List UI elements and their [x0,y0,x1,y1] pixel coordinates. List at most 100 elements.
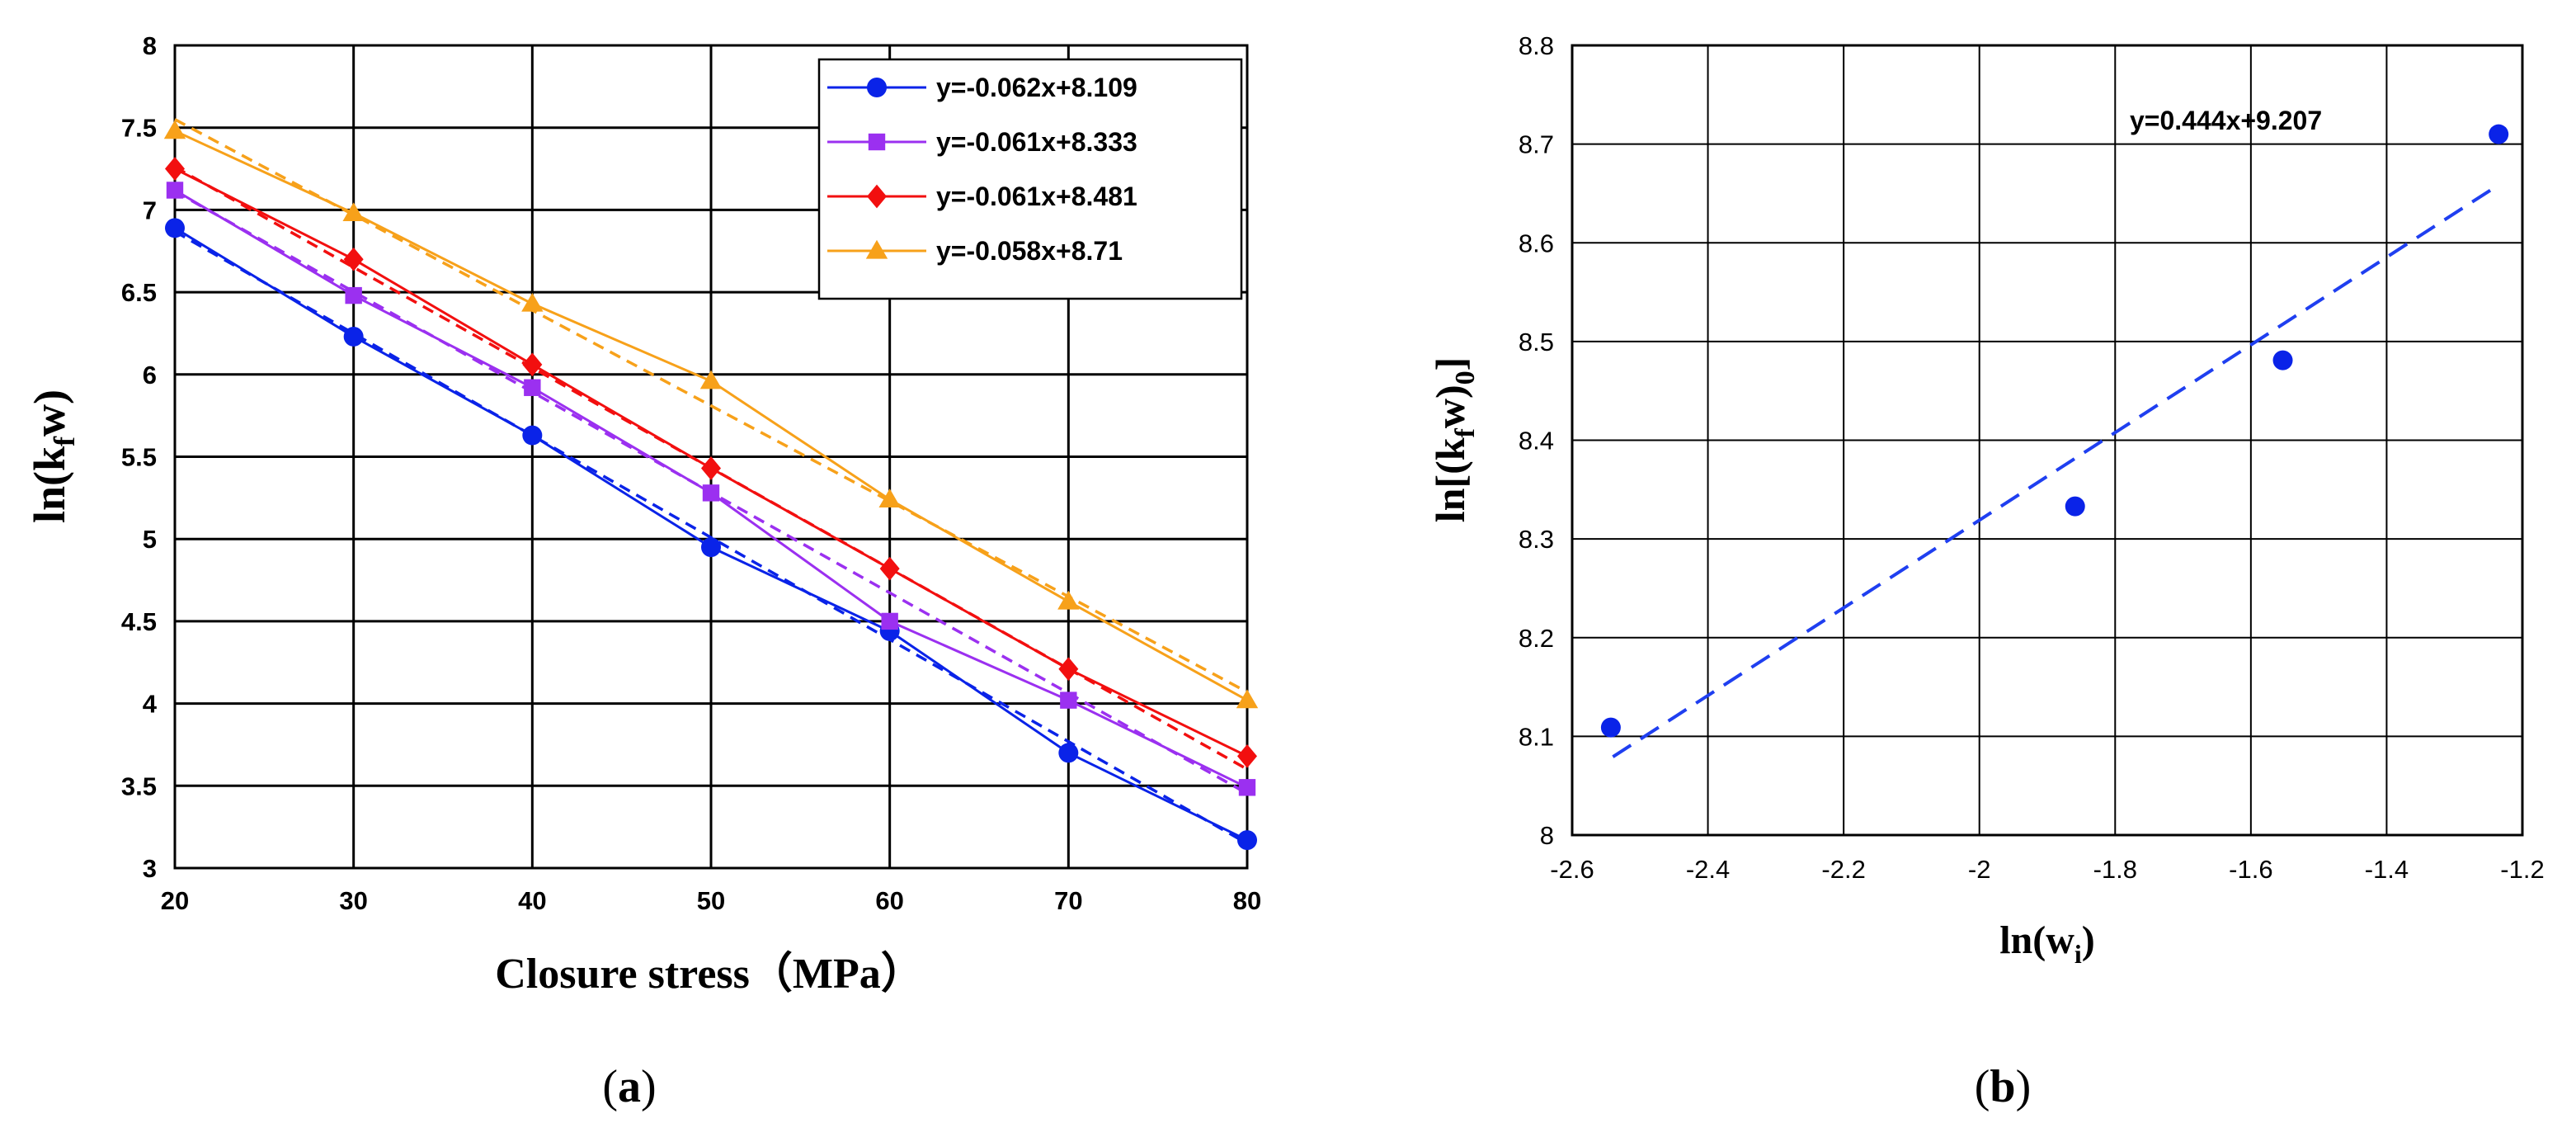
chart-b-y-axis-title-suffix: ] [1427,357,1473,371]
chart-a-point [343,247,364,271]
chart-a-point [165,157,185,181]
chart-b-y-tick-label: 8.8 [1519,31,1554,60]
chart-a-y-axis-title-sub: f [48,436,81,446]
chart-b-x-axis-title-suffix: ) [2082,918,2095,962]
chart-a-series [163,120,1259,851]
chart-a-legend-marker [865,239,888,259]
chart-a-point [524,379,541,396]
chart-a-legend: y=-0.062x+8.109 y=-0.061x+8.333 y=-0.061x+… [817,58,1243,300]
chart-a-x-tick-label: 60 [875,886,903,915]
chart-b-y-tick-label: 8 [1540,821,1554,850]
chart-a-point [1060,691,1077,709]
chart-b-x-axis-title-prefix: ln(w [1999,918,2074,962]
chart-b-y-axis-title-sub2: 0 [1450,370,1481,385]
chart-a-point [881,612,898,630]
chart-b-point [2489,124,2509,144]
chart-b-y-tick-label: 8.2 [1519,624,1554,653]
chart-b: -2.6 -2.4 -2.2 -2 -1.8 -1.6 -1.4 -1.2 8 8.1 8.2 8.… [1427,31,2545,1112]
chart-a-y-tick-label: 6 [143,361,157,389]
chart-a-legend-marker [867,78,887,97]
chart-a-x-tick-label: 30 [339,886,367,915]
chart-a-y-tick-label: 6.5 [121,278,157,307]
chart-b-fit-line [1612,186,2497,758]
chart-a-point [1236,689,1259,709]
chart-a-legend-label: y=-0.061x+8.481 [936,182,1137,211]
chart-b-x-tick-label: -1.6 [2229,855,2272,884]
chart-b-y-axis-title-middle: w) [1427,385,1473,428]
chart-b-plot-frame [1571,44,2524,837]
chart-b-x-tick-label: -1.4 [2365,855,2409,884]
chart-a-y-tick-label: 5.5 [121,443,157,472]
chart-a-y-tick-label: 3.5 [121,772,157,800]
chart-a-point [165,218,185,238]
chart-b-fit-annotation: y=0.444x+9.207 [2130,106,2322,135]
chart-b-x-tick-label: -1.8 [2093,855,2137,884]
chart-a-x-ticks: 20 30 40 50 60 70 80 [161,886,1261,915]
chart-a-y-tick-label: 3 [143,854,157,883]
chart-b-points [1600,124,2509,738]
chart-a-point [699,370,723,389]
chart-a-point [701,537,721,558]
panel-label-b-letter: b [1990,1061,2015,1112]
chart-a-legend-label: y=-0.061x+8.333 [936,127,1137,157]
chart-a-x-axis-title-unit: （MPa） [750,950,924,998]
chart-a-x-tick-label: 70 [1054,886,1082,915]
chart-a-point [1058,657,1079,682]
chart-a: 20 30 40 50 60 70 80 3 3.5 4 4.5 5 5.5 6 6.5 7 7.5 8 y=-… [25,31,1261,1112]
chart-a-point [522,352,543,377]
chart-b-x-axis-title: ln(wi) [1999,918,2095,969]
chart-a-y-axis-title: ln(kfw) [25,389,81,523]
chart-a-y-axis-title-suffix: w) [25,389,74,437]
chart-b-x-ticks: -2.6 -2.4 -2.2 -2 -1.8 -1.6 -1.4 -1.2 [1550,855,2544,884]
chart-a-point [1057,590,1080,610]
chart-b-y-tick-label: 8.3 [1519,525,1554,554]
chart-b-y-tick-label: 8.4 [1519,427,1554,455]
chart-a-y-tick-label: 8 [143,31,157,60]
chart-a-y-tick-label: 5 [143,525,157,554]
chart-a-y-ticks: 3 3.5 4 4.5 5 5.5 6 6.5 7 7.5 8 [121,31,158,883]
chart-b-y-tick-label: 8.6 [1519,229,1554,257]
chart-a-x-axis-title: Closure stress（MPa） [495,950,923,998]
chart-a-x-tick-label: 80 [1233,886,1261,915]
chart-a-x-tick-label: 20 [161,886,189,915]
chart-b-y-tick-label: 8.5 [1519,328,1554,356]
chart-a-legend-label: y=-0.062x+8.109 [936,73,1137,102]
chart-a-point [522,425,543,446]
chart-b-x-tick-label: -2.4 [1686,855,1730,884]
chart-b-y-axis-title-sub1: f [1450,427,1481,437]
chart-b-point [2272,350,2293,370]
chart-a-y-tick-label: 4.5 [121,607,157,636]
chart-a-point [878,488,901,507]
chart-a-x-tick-label: 40 [518,886,546,915]
chart-a-legend-box [817,58,1243,300]
chart-a-y-tick-label: 4 [143,690,158,719]
chart-b-x-axis-title-sub: i [2074,939,2082,969]
chart-b-y-tick-label: 8.1 [1519,722,1554,751]
chart-a-point [521,292,544,312]
chart-a-point [701,456,721,480]
chart-b-point [2065,496,2085,517]
chart-a-legend-marker [867,184,887,209]
chart-a-point [345,286,362,304]
chart-b-fit-dashed-line [1612,186,2497,758]
chart-b-point [1600,717,1621,738]
chart-b-x-tick-label: -2.6 [1550,855,1594,884]
chart-a-point [702,484,720,502]
chart-a-point [1058,743,1079,763]
chart-b-y-tick-label: 8.7 [1519,130,1554,159]
chart-b-x-tick-label: -1.2 [2500,855,2544,884]
chart-a-point [1237,744,1257,768]
chart-a-point [1237,830,1257,851]
chart-a-y-tick-label: 7.5 [121,114,157,143]
chart-b-x-tick-label: -2 [1968,855,1991,884]
chart-a-point [163,120,186,139]
chart-b-y-axis-title-prefix: ln[(k [1427,437,1473,522]
chart-a-point [343,326,364,347]
chart-a-y-axis-title-prefix: ln(k [25,446,74,523]
chart-a-point [166,182,184,199]
chart-a-point [879,556,900,581]
chart-a-point [342,202,365,221]
chart-a-x-tick-label: 50 [697,886,725,915]
panel-label-b: (b) [1975,1061,2031,1112]
